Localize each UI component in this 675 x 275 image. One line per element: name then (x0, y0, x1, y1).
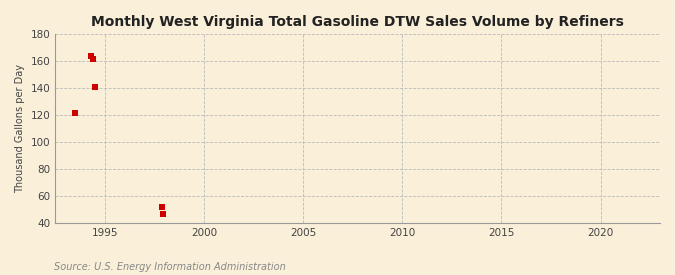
Title: Monthly West Virginia Total Gasoline DTW Sales Volume by Refiners: Monthly West Virginia Total Gasoline DTW… (91, 15, 624, 29)
Text: Source: U.S. Energy Information Administration: Source: U.S. Energy Information Administ… (54, 262, 286, 272)
Y-axis label: Thousand Gallons per Day: Thousand Gallons per Day (15, 64, 25, 193)
